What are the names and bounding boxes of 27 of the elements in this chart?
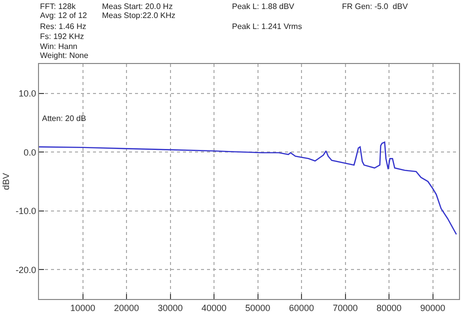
text: Weight: None: [40, 51, 89, 60]
text: Res: 1.46 Hz: [40, 22, 86, 31]
y-tick-label: 10.0: [18, 88, 36, 99]
y-tick-label: -10.0: [16, 206, 36, 216]
text: Fs: 192 KHz: [40, 32, 84, 41]
annotation: Atten: 20 dB: [42, 114, 86, 123]
text: Meas Stop:22.0 KHz: [102, 11, 176, 20]
x-tick-label: 80000: [376, 302, 402, 313]
text: Win: Hann: [40, 42, 78, 51]
text: Meas Start: 20.0 Hz: [102, 2, 173, 11]
x-tick-label: 10000: [70, 302, 96, 313]
line-series: [39, 142, 457, 235]
x-tick-label: 70000: [332, 302, 358, 313]
text: Peak L: 1.241 Vrms: [232, 22, 302, 31]
x-tick-label: 40000: [201, 302, 227, 313]
x-tick-label: 50000: [245, 302, 270, 313]
x-tick-label: 30000: [158, 302, 183, 313]
x-tick-label: 90000: [420, 302, 446, 313]
x-tick-label: 20000: [114, 302, 140, 313]
text: FFT: 128k: [40, 2, 77, 11]
y-axis-title: dBV: [1, 172, 12, 190]
text: Peak L: 1.88 dBV: [232, 2, 295, 11]
x-tick-label: 60000: [288, 302, 314, 313]
y-tick-label: -20.0: [16, 264, 36, 275]
text: Avg: 12 of 12: [40, 11, 88, 20]
y-tick-label: 0.0: [24, 147, 36, 158]
text: FR Gen: -5.0 dBV: [342, 2, 408, 11]
